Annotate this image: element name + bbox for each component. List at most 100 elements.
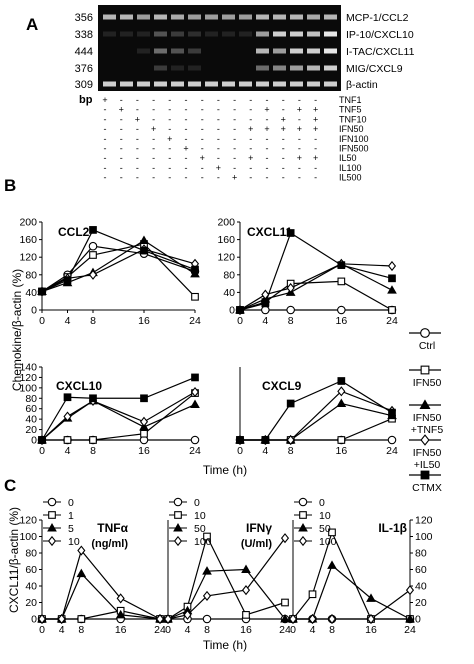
gel-band: [290, 48, 303, 54]
x-tick-label: 16: [138, 315, 150, 327]
treatment-sign: -: [168, 173, 171, 183]
x-tick-label: 24: [404, 624, 416, 636]
y-tick-label: 120: [19, 515, 37, 527]
legend-label: IFN50: [413, 377, 442, 389]
treatment-sign: +: [264, 124, 269, 134]
y-tick-label: 0: [31, 435, 37, 447]
data-point: [366, 613, 376, 625]
treatment-sign: +: [232, 173, 237, 183]
treatment-sign: -: [217, 153, 220, 163]
chart-subtitle: (ng/ml): [91, 538, 128, 550]
gel-band: [222, 31, 235, 37]
treatment-sign: -: [201, 95, 204, 105]
data-point: [140, 429, 148, 438]
chart-title: CXCL11: [247, 225, 293, 239]
treatment-sign: -: [136, 134, 139, 144]
data-point: [236, 306, 244, 314]
series-line: [42, 549, 161, 620]
treatment-sign: -: [249, 114, 252, 124]
gel-band: [239, 14, 252, 20]
y-tick-label: 0: [229, 305, 235, 317]
gel-band: [324, 48, 337, 54]
treatment-sign: -: [120, 114, 123, 124]
gel-band: [273, 48, 286, 54]
data-point: [298, 535, 308, 547]
data-point: [174, 511, 182, 519]
treatment-sign: -: [249, 173, 252, 183]
legend-label: 5: [68, 523, 74, 535]
data-point: [286, 282, 295, 294]
treatment-sign: -: [249, 144, 252, 154]
gel-band: [307, 31, 320, 37]
treatment-grid: + - - - - - - - - - - - - - TNF1- + - - - - - - - - + - + + TNF5- - + -…: [102, 95, 368, 183]
data-point: [387, 435, 397, 445]
gel-band: [290, 31, 303, 37]
treatment-sign: +: [216, 163, 221, 173]
y-tick-label: 40: [223, 287, 235, 299]
legend-label: 1: [68, 510, 74, 522]
data-point: [387, 260, 397, 272]
data-point: [139, 235, 149, 244]
treatment-sign: -: [168, 95, 171, 105]
gel-row-bp: 338: [75, 29, 93, 41]
data-point: [241, 564, 251, 573]
panel-b-ylabel: Chemokine/β-actin (%): [10, 269, 24, 391]
x-tick-label: 16: [138, 445, 150, 457]
gel-band: [307, 14, 320, 20]
gel-band: [222, 81, 235, 87]
treatment-sign: +: [297, 124, 302, 134]
gel-band: [273, 81, 286, 87]
gel-band: [171, 31, 184, 37]
x-tick-label: 4: [310, 624, 316, 636]
data-point: [89, 226, 97, 234]
y-tick-label: 160: [217, 234, 235, 246]
chart-title: TNFα: [97, 521, 128, 535]
gel-band: [120, 14, 133, 20]
treatment-sign: -: [185, 105, 188, 115]
data-point: [241, 585, 251, 596]
treatment-sign: -: [152, 95, 155, 105]
y-tick-label: 80: [25, 269, 37, 281]
legend-label: Ctrl: [419, 340, 435, 352]
treatment-sign: +: [200, 153, 205, 163]
gel-row-gene: IP-10/CXCL10: [346, 29, 414, 41]
data-point: [140, 246, 148, 255]
data-point: [337, 436, 346, 444]
treatment-sign: -: [282, 105, 285, 115]
data-point: [190, 399, 200, 409]
gel-band: [188, 48, 201, 54]
treatment-sign: -: [104, 144, 107, 154]
x-tick-label: 4: [65, 315, 71, 327]
chart-CCL2: 0 40 80 120 160 200 0 4 8 16 24 CCL2: [19, 217, 201, 328]
treatment-sign: +: [102, 95, 107, 105]
y-tick-label: 0: [31, 305, 37, 317]
gel-band: [171, 81, 184, 87]
data-point: [173, 522, 183, 532]
treatment-sign: +: [167, 134, 172, 144]
treatment-sign: -: [314, 95, 317, 105]
treatment-sign: -: [233, 153, 236, 163]
treatment-sign: -: [217, 173, 220, 183]
y-tick-label: 80: [25, 548, 37, 560]
y-tick-label: 200: [19, 217, 37, 229]
treatment-sign: -: [136, 173, 139, 183]
treatment-sign: -: [201, 173, 204, 183]
treatment-sign: +: [135, 114, 140, 124]
x-tick-label: 4: [59, 624, 65, 636]
panel-b-legend: Ctrl IFN50 IFN50 +TNF5 IFN50 +IL50 CTMX: [409, 328, 443, 494]
treatment-sign: -: [298, 95, 301, 105]
treatment-sign: -: [266, 114, 269, 124]
x-tick-label: 4: [262, 315, 268, 327]
gel-row-gene: MIG/CXCL9: [346, 63, 403, 75]
treatment-sign: -: [233, 105, 236, 115]
y-tick-label: 120: [19, 252, 37, 264]
data-point: [173, 535, 183, 547]
gel-band: [256, 31, 269, 37]
gel-band: [324, 65, 337, 71]
data-point: [76, 568, 87, 578]
data-point: [155, 613, 165, 625]
gel-band: [290, 81, 303, 87]
y-tick-label: 140: [19, 362, 37, 374]
legend-label: 50: [194, 523, 206, 535]
treatment-label: IFN50: [339, 124, 364, 134]
